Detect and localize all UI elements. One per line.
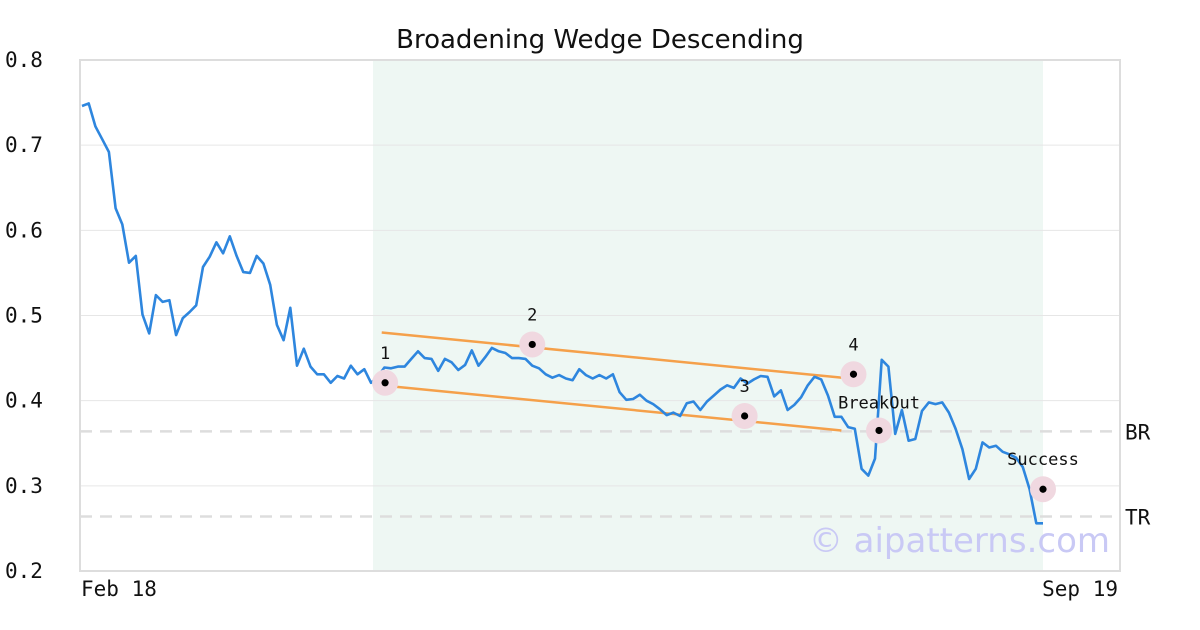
x-tick-label-start: Feb 18 [81,577,157,601]
marker-dot [741,412,749,420]
marker-dot [875,426,883,435]
marker-success: Success [1007,450,1079,503]
watermark: © aipatterns.com [809,521,1110,561]
marker-label: BreakOut [838,393,920,413]
price-series [81,102,1043,525]
marker-dot [381,379,389,387]
y-tick-label-1: 0.3 [5,474,43,498]
marker-dot [528,340,536,349]
level-lines: BR TR [80,420,1151,529]
marker-1: 1 [372,344,399,396]
y-tick-label-3: 0.5 [5,304,43,328]
marker-dot [849,370,858,378]
upper-trendline [381,331,842,379]
trendlines [381,331,842,432]
marker-label: 4 [848,335,858,355]
y-tick-label-6: 0.8 [5,48,43,72]
marker-label: 3 [739,377,749,397]
marker-breakout: BreakOut [838,393,920,444]
marker-label: 1 [380,344,390,364]
plot-frame [79,59,1121,572]
marker-label: 2 [527,305,537,325]
level-label-br: BR [1125,420,1151,444]
marker-4: 4 [840,335,867,388]
price-line [81,102,1043,525]
marker-label: Success [1007,450,1079,470]
marker-3: 3 [731,377,758,429]
x-tick-label-end: Sep 19 [1042,577,1118,601]
level-label-tr: TR [1125,505,1151,529]
marker-dot [1039,485,1047,493]
pattern-markers: 1 2 3 4 BreakOut Success [372,305,1079,503]
y-tick-label-4: 0.6 [5,218,43,242]
lower-trendline [381,384,842,432]
y-tick-label-0: 0.2 [5,559,43,583]
chart-title: Broadening Wedge Descending [396,25,804,55]
y-tick-labels: 0.2 0.3 0.4 0.5 0.6 0.7 0.8 [5,48,43,583]
y-tick-label-5: 0.7 [5,133,43,157]
marker-2: 2 [519,305,546,358]
y-tick-label-2: 0.4 [5,389,43,413]
